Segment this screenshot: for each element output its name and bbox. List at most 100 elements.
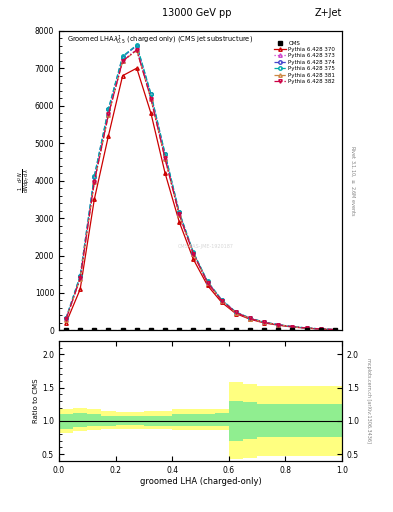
Pythia 6.428 375 (106, 105, 111, 112)
Pythia 6.428 382 (248, 315, 252, 322)
Pythia 6.428 381 (134, 47, 139, 53)
CMS (233, 327, 238, 333)
Pythia 6.428 381 (304, 325, 309, 331)
Pythia 6.428 373 (177, 211, 182, 218)
Pythia 6.428 374 (205, 279, 210, 285)
Pythia 6.428 381 (177, 211, 182, 218)
Pythia 6.428 382 (304, 325, 309, 331)
CMS (262, 327, 266, 333)
Pythia 6.428 375 (149, 91, 153, 97)
CMS (149, 327, 153, 333)
Pythia 6.428 381 (149, 96, 153, 102)
Pythia 6.428 370 (177, 219, 182, 225)
CMS (318, 327, 323, 333)
Line: CMS: CMS (64, 328, 336, 331)
CMS (64, 327, 68, 333)
Pythia 6.428 370 (64, 320, 68, 326)
Pythia 6.428 375 (64, 315, 68, 321)
Pythia 6.428 375 (248, 315, 252, 321)
Pythia 6.428 381 (163, 156, 167, 162)
Pythia 6.428 370 (219, 299, 224, 305)
Pythia 6.428 382 (191, 251, 196, 257)
Line: Pythia 6.428 374: Pythia 6.428 374 (64, 44, 336, 331)
Pythia 6.428 374 (290, 324, 295, 330)
Pythia 6.428 381 (78, 275, 83, 282)
CMS (163, 327, 167, 333)
Line: Pythia 6.428 373: Pythia 6.428 373 (64, 48, 336, 331)
CMS (78, 327, 83, 333)
Y-axis label: mcplots.cern.ch [arXiv:1306.3436]: mcplots.cern.ch [arXiv:1306.3436] (366, 358, 371, 443)
Pythia 6.428 370 (233, 310, 238, 316)
Pythia 6.428 375 (276, 322, 281, 328)
Pythia 6.428 381 (248, 315, 252, 322)
Pythia 6.428 381 (120, 58, 125, 65)
Pythia 6.428 374 (219, 297, 224, 303)
Pythia 6.428 382 (120, 58, 125, 64)
Pythia 6.428 373 (290, 324, 295, 330)
Pythia 6.428 373 (191, 250, 196, 257)
Pythia 6.428 381 (219, 297, 224, 304)
Pythia 6.428 373 (318, 326, 323, 332)
Pythia 6.428 382 (332, 327, 337, 333)
Pythia 6.428 373 (205, 280, 210, 286)
Pythia 6.428 382 (276, 322, 281, 328)
Pythia 6.428 381 (64, 316, 68, 323)
Pythia 6.428 373 (92, 178, 97, 184)
Pythia 6.428 375 (318, 326, 323, 332)
Line: Pythia 6.428 375: Pythia 6.428 375 (64, 43, 336, 331)
Pythia 6.428 374 (332, 327, 337, 333)
Pythia 6.428 374 (92, 174, 97, 180)
Pythia 6.428 381 (276, 322, 281, 328)
Pythia 6.428 381 (233, 309, 238, 315)
Pythia 6.428 370 (205, 283, 210, 289)
Line: Pythia 6.428 382: Pythia 6.428 382 (64, 48, 336, 331)
Pythia 6.428 373 (134, 47, 139, 53)
Pythia 6.428 374 (78, 273, 83, 279)
Text: 13000 GeV pp: 13000 GeV pp (162, 8, 231, 18)
Pythia 6.428 373 (219, 297, 224, 304)
Pythia 6.428 373 (248, 315, 252, 322)
Pythia 6.428 370 (318, 326, 323, 332)
X-axis label: groomed LHA (charged-only): groomed LHA (charged-only) (140, 477, 261, 486)
Pythia 6.428 381 (262, 319, 266, 326)
Text: Groomed LHA$\lambda^1_{0.5}$ (charged only) (CMS jet substructure): Groomed LHA$\lambda^1_{0.5}$ (charged on… (68, 34, 253, 47)
Pythia 6.428 373 (262, 319, 266, 326)
Pythia 6.428 382 (134, 47, 139, 53)
Pythia 6.428 382 (290, 324, 295, 330)
Pythia 6.428 374 (177, 209, 182, 216)
Pythia 6.428 370 (163, 170, 167, 176)
Text: Z+Jet: Z+Jet (314, 8, 342, 18)
Pythia 6.428 370 (78, 286, 83, 292)
CMS (120, 327, 125, 333)
Pythia 6.428 373 (149, 95, 153, 101)
Pythia 6.428 374 (106, 106, 111, 113)
Pythia 6.428 381 (106, 112, 111, 118)
Pythia 6.428 382 (205, 280, 210, 286)
CMS (248, 327, 252, 333)
Pythia 6.428 373 (304, 325, 309, 331)
Pythia 6.428 375 (78, 273, 83, 279)
Pythia 6.428 374 (276, 322, 281, 328)
CMS (205, 327, 210, 333)
CMS (92, 327, 97, 333)
Pythia 6.428 382 (163, 156, 167, 162)
Pythia 6.428 370 (134, 65, 139, 71)
Pythia 6.428 375 (332, 327, 337, 333)
Pythia 6.428 382 (219, 297, 224, 304)
Pythia 6.428 375 (163, 151, 167, 157)
Pythia 6.428 382 (233, 309, 238, 315)
Pythia 6.428 373 (163, 155, 167, 161)
CMS (276, 327, 281, 333)
Pythia 6.428 374 (120, 54, 125, 60)
Pythia 6.428 375 (120, 53, 125, 59)
Pythia 6.428 375 (92, 173, 97, 179)
Pythia 6.428 381 (92, 179, 97, 185)
Pythia 6.428 381 (332, 327, 337, 333)
Pythia 6.428 375 (191, 249, 196, 255)
Pythia 6.428 370 (276, 322, 281, 328)
CMS (106, 327, 111, 333)
Pythia 6.428 374 (248, 315, 252, 321)
Y-axis label: Ratio to CMS: Ratio to CMS (33, 378, 39, 423)
Pythia 6.428 373 (233, 309, 238, 315)
CMS (191, 327, 196, 333)
